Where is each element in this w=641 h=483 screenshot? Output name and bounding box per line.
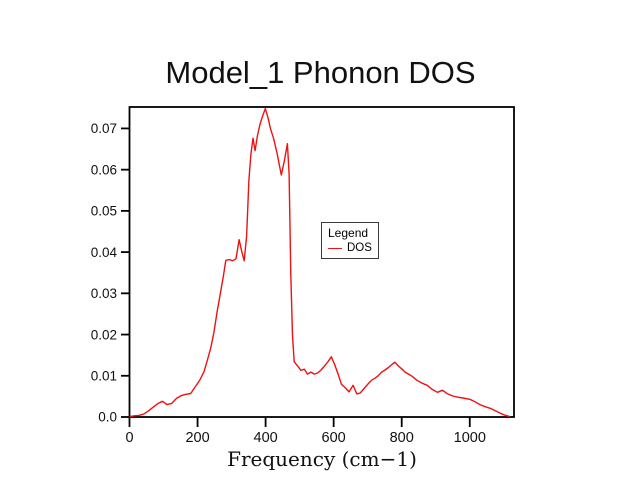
x-tick-label: 0 [125, 430, 133, 446]
legend-line-sample-icon [328, 247, 342, 249]
y-tick-label: 0.03 [91, 286, 117, 301]
y-tick-label: 0.04 [91, 245, 118, 260]
legend-entry: DOS [328, 242, 378, 254]
x-tick-label: 200 [185, 430, 209, 446]
x-tick-label: 1000 [454, 430, 486, 446]
chart-title: Model_1 Phonon DOS [165, 55, 476, 90]
y-tick-label: 0.05 [91, 204, 117, 219]
legend-title: Legend [328, 226, 369, 240]
dos-curve [129, 107, 511, 418]
x-tick-label: 600 [322, 430, 346, 446]
y-tick-label: 0.0 [98, 410, 117, 425]
y-tick-label: 0.01 [91, 368, 117, 383]
x-axis-label: Frequency (cm−1) [227, 447, 417, 471]
y-tick-label: 0.07 [91, 121, 117, 136]
legend-box: Legend DOS [321, 222, 379, 259]
x-tick-label: 800 [390, 430, 414, 446]
y-tick-label: 0.02 [91, 327, 117, 342]
x-tick-label: 400 [254, 430, 278, 446]
legend-entry-label: DOS [347, 242, 372, 254]
y-tick-label: 0.06 [91, 162, 117, 177]
plot-frame [128, 106, 515, 418]
